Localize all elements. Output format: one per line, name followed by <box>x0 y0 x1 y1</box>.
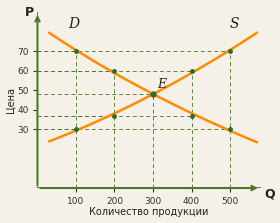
Text: E: E <box>157 78 166 91</box>
Text: Q: Q <box>264 187 274 200</box>
Text: P: P <box>24 6 34 19</box>
X-axis label: Количество продукции: Количество продукции <box>90 207 209 217</box>
Y-axis label: Цена: Цена <box>6 87 16 113</box>
Text: S: S <box>230 17 239 31</box>
Text: D: D <box>68 17 80 31</box>
